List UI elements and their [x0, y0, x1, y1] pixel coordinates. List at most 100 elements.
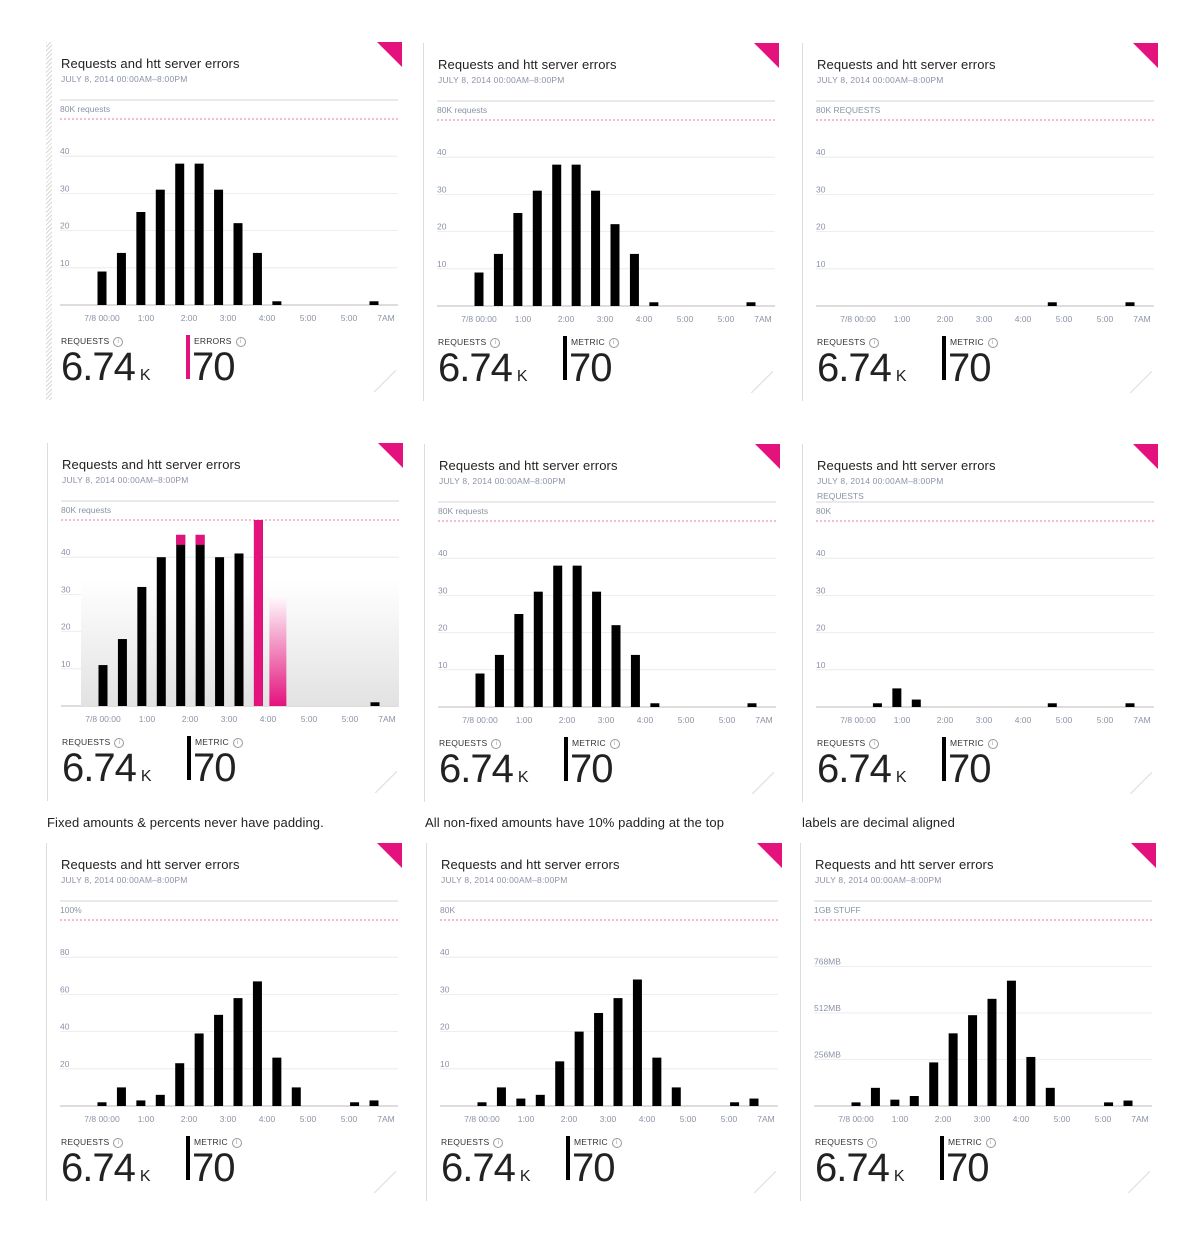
tile-subtitle: JULY 8, 2014 00:00AM–8:00PM: [817, 476, 944, 486]
info-icon[interactable]: i: [235, 336, 246, 347]
bar: [552, 164, 562, 306]
info-icon[interactable]: i: [869, 337, 880, 348]
pin-corner-icon[interactable]: [757, 843, 782, 868]
bar: [610, 224, 620, 306]
info-icon[interactable]: i: [113, 1137, 124, 1148]
bar: [890, 1099, 900, 1106]
threshold-label: 100%: [60, 905, 82, 915]
chart-tile[interactable]: Requests and htt server errors JULY 8, 2…: [423, 43, 779, 401]
y-tick-label: 10: [61, 659, 71, 669]
pin-corner-icon[interactable]: [755, 444, 780, 469]
x-tick-label: 5:00: [678, 715, 695, 725]
resize-handle-icon[interactable]: [1130, 772, 1152, 794]
bar: [1125, 703, 1135, 707]
bar: [649, 302, 659, 306]
bar-chart: 80K REQUESTS 40 30 20 10 7/8 00:00 1:00 2:00 3:0…: [816, 100, 1154, 324]
chart-tile[interactable]: Requests and htt server errors JULY 8, 2…: [46, 843, 402, 1201]
requests-unit: K: [519, 1168, 531, 1185]
pin-corner-icon[interactable]: [754, 43, 779, 68]
info-icon[interactable]: i: [113, 336, 124, 347]
threshold-label: 1GB STUFF: [814, 905, 861, 915]
requests-unit: K: [895, 368, 907, 385]
bar: [176, 534, 186, 706]
info-icon[interactable]: i: [608, 337, 619, 348]
x-tick-label: 7AM: [757, 1114, 774, 1124]
tile-left-edge: [802, 43, 803, 401]
y-tick-label: 20: [816, 623, 826, 633]
bar: [155, 1094, 165, 1106]
info-icon[interactable]: i: [869, 738, 880, 749]
info-icon[interactable]: i: [611, 1137, 622, 1148]
x-tick-label: 2:00: [937, 715, 954, 725]
bar-chart: 80K requests 40 30 20 10 7/8 00:00 1:00 2:00 3:0…: [438, 501, 776, 725]
resize-handle-icon[interactable]: [1130, 371, 1152, 393]
chart-tile[interactable]: Requests and htt server errors JULY 8, 2…: [800, 843, 1156, 1201]
x-tick-label: 5:00: [300, 313, 317, 323]
info-icon[interactable]: i: [114, 737, 125, 748]
info-icon[interactable]: i: [493, 1137, 504, 1148]
bar: [156, 557, 166, 706]
pin-corner-icon[interactable]: [1131, 843, 1156, 868]
info-icon[interactable]: i: [987, 738, 998, 749]
bar: [1047, 703, 1057, 707]
pin-corner-icon[interactable]: [378, 443, 403, 468]
resize-handle-icon[interactable]: [754, 1171, 776, 1193]
bar: [574, 1031, 584, 1106]
y-tick-label: 30: [437, 184, 447, 194]
y-tick-label: 40: [60, 146, 70, 156]
pin-corner-icon[interactable]: [1133, 43, 1158, 68]
y-tick-label: 30: [816, 184, 826, 194]
bar-highlight: [253, 520, 263, 706]
info-icon[interactable]: i: [491, 738, 502, 749]
resize-handle-icon[interactable]: [1128, 1171, 1150, 1193]
bar: [155, 189, 165, 305]
chart-tile[interactable]: Requests and htt server errors JULY 8, 2…: [46, 42, 402, 400]
bar: [369, 301, 379, 305]
bar: [650, 703, 660, 707]
resize-handle-icon[interactable]: [375, 771, 397, 793]
pin-corner-icon[interactable]: [377, 843, 402, 868]
info-icon[interactable]: i: [231, 1137, 242, 1148]
info-icon[interactable]: i: [490, 337, 501, 348]
bar: [851, 1102, 861, 1106]
info-icon[interactable]: i: [867, 1137, 878, 1148]
pin-corner-icon[interactable]: [377, 42, 402, 67]
chart-tile[interactable]: Requests and htt server errors JULY 8, 2…: [47, 443, 403, 801]
info-icon[interactable]: i: [985, 1137, 996, 1148]
info-icon[interactable]: i: [987, 337, 998, 348]
info-icon[interactable]: i: [609, 738, 620, 749]
metric-value: 70: [948, 346, 991, 390]
tile-subtitle: JULY 8, 2014 00:00AM–8:00PM: [441, 875, 568, 885]
resize-handle-icon[interactable]: [751, 371, 773, 393]
resize-handle-icon[interactable]: [752, 772, 774, 794]
tile-title: Requests and htt server errors: [441, 857, 620, 872]
chart-tile[interactable]: Requests and htt server errors JULY 8, 2…: [424, 444, 780, 802]
chart-tile[interactable]: Requests and htt server errors JULY 8, 2…: [426, 843, 782, 1201]
resize-handle-icon[interactable]: [374, 1171, 396, 1193]
bar: [630, 654, 640, 707]
y-tick-label: 40: [60, 1022, 70, 1032]
tile-left-edge: [802, 444, 803, 802]
metric-value: 70: [572, 1146, 615, 1190]
y-tick-label: 40: [440, 947, 450, 957]
tile-subtitle: JULY 8, 2014 00:00AM–8:00PM: [815, 875, 942, 885]
bar: [116, 252, 126, 305]
x-tick-label: 2:00: [937, 314, 954, 324]
chart-tile[interactable]: Requests and htt server errors JULY 8, 2…: [802, 444, 1158, 802]
metric-label: ERRORS i: [194, 336, 246, 347]
bar: [233, 223, 243, 305]
metric-value: 70: [570, 747, 613, 791]
y-tick-label: 20: [61, 622, 71, 632]
requests-value: 6.74 K: [62, 746, 152, 790]
chart-tile[interactable]: Requests and htt server errors JULY 8, 2…: [802, 43, 1158, 401]
requests-unit: K: [516, 368, 528, 385]
x-tick-label: 5:00: [1056, 314, 1073, 324]
threshold-label: 80K requests: [438, 506, 488, 516]
info-icon[interactable]: i: [232, 737, 243, 748]
pin-corner-icon[interactable]: [1133, 444, 1158, 469]
x-tick-label: 7AM: [1133, 715, 1150, 725]
resize-handle-icon[interactable]: [374, 370, 396, 392]
tile-left-edge: [47, 443, 48, 801]
requests-value: 6.74 K: [439, 747, 529, 791]
bar: [117, 639, 127, 706]
